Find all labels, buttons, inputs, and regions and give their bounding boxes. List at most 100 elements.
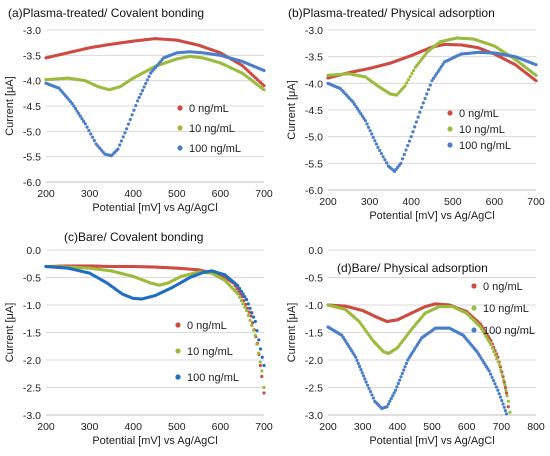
data-point bbox=[376, 145, 380, 149]
y-tick-label: -3.0 bbox=[305, 410, 323, 422]
data-point bbox=[503, 385, 507, 390]
data-point bbox=[384, 161, 389, 165]
data-point bbox=[70, 101, 74, 106]
legend-marker bbox=[471, 327, 477, 333]
x-axis-label: Potential [mV] vs Ag/AgCl bbox=[92, 435, 217, 447]
legend-marker bbox=[175, 348, 181, 354]
data-point bbox=[355, 358, 359, 362]
data-point bbox=[116, 147, 120, 151]
data-point bbox=[253, 333, 257, 337]
y-tick-label: -3.0 bbox=[23, 410, 41, 422]
data-point bbox=[83, 122, 87, 126]
data-point bbox=[255, 342, 259, 346]
y-tick-label: -3.0 bbox=[305, 25, 323, 37]
data-point bbox=[236, 284, 240, 288]
legend-marker bbox=[447, 110, 453, 116]
data-point bbox=[534, 79, 538, 83]
data-point bbox=[247, 310, 251, 314]
data-point bbox=[145, 78, 149, 82]
data-point bbox=[249, 314, 253, 318]
y-tick-label: -6.0 bbox=[23, 177, 41, 189]
data-point bbox=[128, 117, 132, 122]
data-point bbox=[404, 361, 408, 365]
data-point bbox=[408, 75, 412, 79]
data-point bbox=[504, 412, 509, 416]
data-point bbox=[504, 388, 508, 392]
data-point bbox=[378, 148, 382, 153]
data-point bbox=[351, 100, 355, 104]
y-tick-label: -2.0 bbox=[305, 355, 323, 367]
data-point bbox=[130, 113, 134, 117]
data-point bbox=[492, 349, 496, 354]
data-point bbox=[506, 405, 510, 409]
data-point bbox=[364, 380, 368, 384]
data-point bbox=[256, 351, 261, 355]
legend-label: 10 ng/mL bbox=[189, 123, 235, 135]
data-point bbox=[501, 378, 506, 382]
data-point bbox=[243, 295, 247, 299]
data-point bbox=[433, 74, 437, 78]
y-tick-label: -5.0 bbox=[23, 126, 41, 138]
data-point bbox=[137, 95, 141, 100]
legend-label: 10 ng/mL bbox=[459, 124, 505, 136]
x-tick-label: 700 bbox=[255, 188, 273, 200]
data-point bbox=[386, 402, 390, 406]
data-point bbox=[258, 347, 263, 351]
data-point bbox=[409, 135, 413, 139]
data-point bbox=[502, 405, 506, 409]
data-point bbox=[250, 323, 254, 327]
data-point bbox=[439, 65, 443, 69]
data-point bbox=[490, 375, 494, 380]
x-tick-label: 300 bbox=[81, 188, 99, 200]
data-point bbox=[487, 369, 491, 373]
data-point bbox=[238, 292, 243, 296]
chart-title: (d)Bare/ Physical adsorption bbox=[337, 261, 488, 275]
data-point bbox=[237, 295, 242, 299]
data-point bbox=[402, 152, 406, 157]
y-tick-label: -1.0 bbox=[305, 300, 323, 312]
data-point bbox=[248, 318, 252, 322]
y-tick-label: -4.5 bbox=[305, 105, 323, 117]
data-point bbox=[359, 368, 363, 372]
data-point bbox=[244, 297, 249, 302]
series-2 bbox=[44, 54, 266, 92]
data-point bbox=[89, 132, 93, 136]
data-point bbox=[504, 391, 509, 395]
data-point bbox=[498, 363, 502, 368]
data-point bbox=[366, 125, 371, 129]
data-point bbox=[421, 101, 425, 105]
data-point bbox=[385, 405, 389, 409]
data-point bbox=[255, 329, 259, 333]
y-tick-label: -2.5 bbox=[305, 383, 323, 395]
data-point bbox=[399, 375, 403, 379]
data-point bbox=[262, 385, 266, 390]
data-point bbox=[248, 306, 252, 310]
data-point bbox=[90, 135, 95, 139]
data-point bbox=[260, 369, 264, 373]
data-point bbox=[140, 88, 145, 93]
x-tick-label: 600 bbox=[458, 421, 476, 433]
x-axis-label: Potential [mV] vs Ag/AgCl bbox=[369, 435, 494, 447]
data-point bbox=[495, 356, 499, 361]
data-point bbox=[240, 295, 244, 299]
y-tick-label: 0.0 bbox=[26, 245, 41, 257]
data-point bbox=[373, 139, 377, 143]
y-tick-label: -3.5 bbox=[23, 50, 41, 62]
data-point bbox=[121, 135, 125, 139]
data-point bbox=[239, 289, 243, 293]
data-point bbox=[508, 410, 512, 414]
y-axis-label: Current [μA] bbox=[286, 80, 298, 140]
data-point bbox=[139, 92, 143, 96]
data-point bbox=[82, 119, 86, 123]
x-tick-label: 400 bbox=[124, 421, 142, 433]
x-axis-label: Potential [mV] vs Ag/AgCl bbox=[369, 210, 494, 222]
x-tick-label: 300 bbox=[361, 196, 379, 208]
data-point bbox=[371, 396, 375, 400]
data-point bbox=[374, 142, 378, 146]
y-tick-label: -2.5 bbox=[23, 383, 41, 395]
data-point bbox=[503, 409, 507, 413]
data-point bbox=[360, 371, 364, 375]
legend-label: 100 ng/mL bbox=[483, 325, 535, 337]
data-point bbox=[354, 355, 358, 359]
